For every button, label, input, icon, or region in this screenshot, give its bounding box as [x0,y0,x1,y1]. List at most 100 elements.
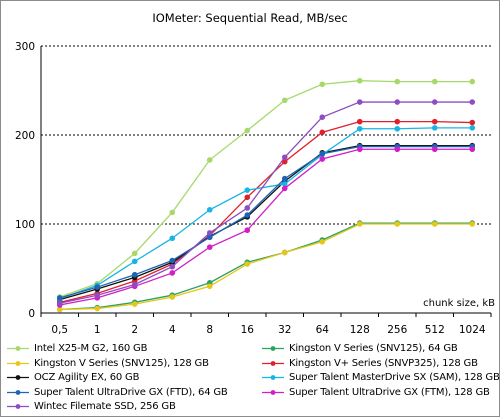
data-point [319,129,326,136]
data-point [356,77,363,84]
data-point [469,125,476,131]
grid-layer [41,45,491,225]
x-tick-label: 16 [241,324,255,336]
data-point [431,221,438,227]
series-line [59,127,473,300]
data-point [319,150,326,157]
data-point [356,125,363,132]
data-point [431,125,438,131]
data-point [281,175,288,182]
series-line [59,148,473,306]
x-tick-label: 2 [131,324,138,336]
legend-swatch-marker [15,389,21,395]
data-point [131,250,138,257]
data-point [94,292,101,299]
x-tick-label: 32 [278,324,291,336]
legend-swatch-marker [270,375,276,381]
data-point [244,127,251,134]
x-tick-label: 0,5 [51,324,68,336]
x-tick-label: 4 [169,324,176,336]
data-point [469,78,476,85]
legend-swatch [7,360,29,366]
data-point [394,78,401,85]
x-tick-label: 256 [387,324,407,336]
series-line [59,101,473,304]
legend-swatch [7,375,29,381]
data-point [281,185,288,192]
data-point [244,187,251,193]
axis-layer: 0 100 200 300 0,5 1 2 4 8 16 32 64 128 256 512 1024 [15,41,492,336]
legend-swatch-marker [15,360,21,366]
data-point [169,270,176,276]
legend-label: Intel X25-M G2, 160 GB [34,343,148,354]
data-point [169,209,176,216]
chart-svg: IOMeter: Sequential Read, MB/sec 0 100 200… [15,11,495,336]
x-tick-label: 8 [206,324,213,336]
chart-title: IOMeter: Sequential Read, MB/sec [152,11,347,25]
legend-swatch-marker [270,389,276,395]
data-point [319,81,326,88]
legend-label: Kingston V+ Series (SNVP325), 128 GB [289,357,478,369]
legend-swatch-marker [270,346,276,351]
data-point [281,181,288,187]
data-point [131,281,138,288]
x-axis-label: chunk size, kB [423,298,495,309]
series-line [59,223,473,311]
series-line [59,145,473,301]
x-tick-label: 128 [350,324,370,336]
data-point [394,99,401,105]
data-point [131,258,138,265]
data-point [206,206,213,213]
legend-swatch [262,375,284,381]
data-point [319,239,326,245]
data-point [356,221,363,227]
data-point [169,263,176,270]
series-line [59,80,473,298]
data-point [469,221,476,227]
data-point [56,295,63,301]
data-point [244,212,251,218]
data-point [94,284,101,290]
data-point [244,205,251,211]
data-point [169,235,176,242]
legend-label: Kingston V Series (SNV125), 128 GB [34,357,209,369]
legend-swatch [7,389,29,395]
data-point [281,97,288,104]
data-point [56,300,63,307]
data-point [319,114,326,120]
data-point [56,306,63,313]
legend-label: Kingston V Series (SNV125), 64 GB [289,343,458,354]
legend-label: Super Talent MasterDrive SX (SAM), 128 G… [289,372,500,384]
data-point [281,154,288,161]
data-point [394,146,401,153]
legend-label: OCZ Agility EX, 60 GB [34,372,140,384]
data-point [431,118,438,125]
y-tick-label: 200 [15,130,35,142]
data-point [169,294,176,300]
legend-swatch [7,404,29,410]
data-point [431,78,438,85]
data-point [206,234,213,241]
legend: Intel X25-M G2, 160 GB Kingston V Series … [4,341,500,415]
x-tick-label: 1024 [459,324,486,336]
y-tick-label: 0 [28,308,35,320]
x-tick-label: 64 [316,324,330,336]
data-point [319,156,326,162]
data-point [131,301,138,307]
data-point [469,146,476,153]
data-point [394,118,401,125]
legend-swatch [7,346,29,351]
data-point [131,271,138,278]
legend-label: Super Talent UltraDrive GX (FTD), 64 GB [34,386,228,398]
x-tick-label: 512 [425,324,445,336]
data-point [356,146,363,153]
data-point [281,249,288,256]
data-point [94,305,101,312]
legend-swatch-marker [15,375,21,381]
series-line [59,121,473,303]
series-line [59,145,473,299]
legend-label: Wintec Filemate SSD, 256 GB [34,401,176,413]
data-point [244,194,251,201]
data-point [206,157,213,163]
